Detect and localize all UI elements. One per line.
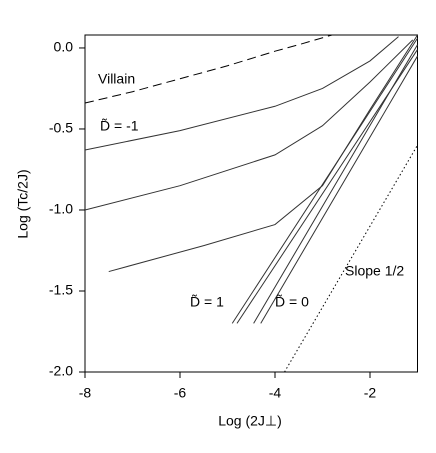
y-tick-label: -1.5 — [49, 282, 73, 298]
series-line — [231, 37, 418, 324]
x-tick-label: -6 — [174, 385, 187, 401]
annotation: Slope 1/2 — [345, 263, 404, 279]
y-tick-label: -1.0 — [49, 201, 73, 217]
annotation: D̃ = 0 — [275, 293, 309, 309]
annotation: D̃ = -1 — [100, 117, 139, 133]
series-line — [284, 144, 418, 373]
x-axis-label: Log (2J⊥) — [218, 413, 282, 429]
series-line — [84, 39, 414, 211]
y-tick-label: 0.0 — [54, 39, 74, 55]
series-line — [260, 55, 418, 324]
annotation: D̃ = 1 — [190, 293, 224, 309]
series-line — [84, 36, 399, 151]
y-tick-label: -0.5 — [49, 120, 73, 136]
x-tick-label: -2 — [364, 385, 377, 401]
y-axis-label: Log (Tc/2J) — [15, 169, 31, 238]
x-tick-label: -8 — [79, 385, 92, 401]
plot-frame — [84, 34, 418, 373]
series-line — [108, 34, 418, 273]
series-line — [253, 44, 418, 324]
annotation: Villain — [98, 71, 135, 87]
y-tick-label: -2.0 — [49, 363, 73, 379]
series-line — [84, 34, 333, 104]
x-tick-label: -4 — [269, 385, 282, 401]
